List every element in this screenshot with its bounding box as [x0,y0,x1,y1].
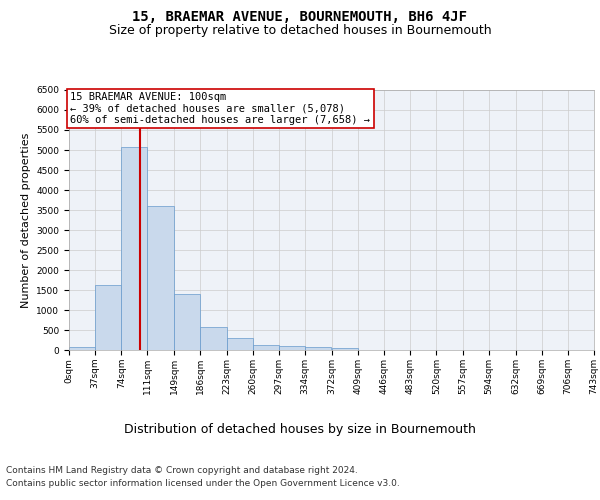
Text: 15, BRAEMAR AVENUE, BOURNEMOUTH, BH6 4JF: 15, BRAEMAR AVENUE, BOURNEMOUTH, BH6 4JF [133,10,467,24]
Bar [174,294,200,350]
Bar [69,347,95,350]
Text: 15 BRAEMAR AVENUE: 100sqm
← 39% of detached houses are smaller (5,078)
60% of se: 15 BRAEMAR AVENUE: 100sqm ← 39% of detac… [70,92,370,125]
Text: Distribution of detached houses by size in Bournemouth: Distribution of detached houses by size … [124,422,476,436]
Text: Size of property relative to detached houses in Bournemouth: Size of property relative to detached ho… [109,24,491,37]
Bar [148,206,173,350]
Bar [332,348,358,350]
Bar [227,338,253,350]
Bar [305,347,331,350]
Text: Contains public sector information licensed under the Open Government Licence v3: Contains public sector information licen… [6,479,400,488]
Y-axis label: Number of detached properties: Number of detached properties [21,132,31,308]
Bar [121,147,148,350]
Bar [253,344,279,350]
Bar [279,346,305,350]
Bar [95,285,121,350]
Text: Contains HM Land Registry data © Crown copyright and database right 2024.: Contains HM Land Registry data © Crown c… [6,466,358,475]
Bar [200,327,227,350]
